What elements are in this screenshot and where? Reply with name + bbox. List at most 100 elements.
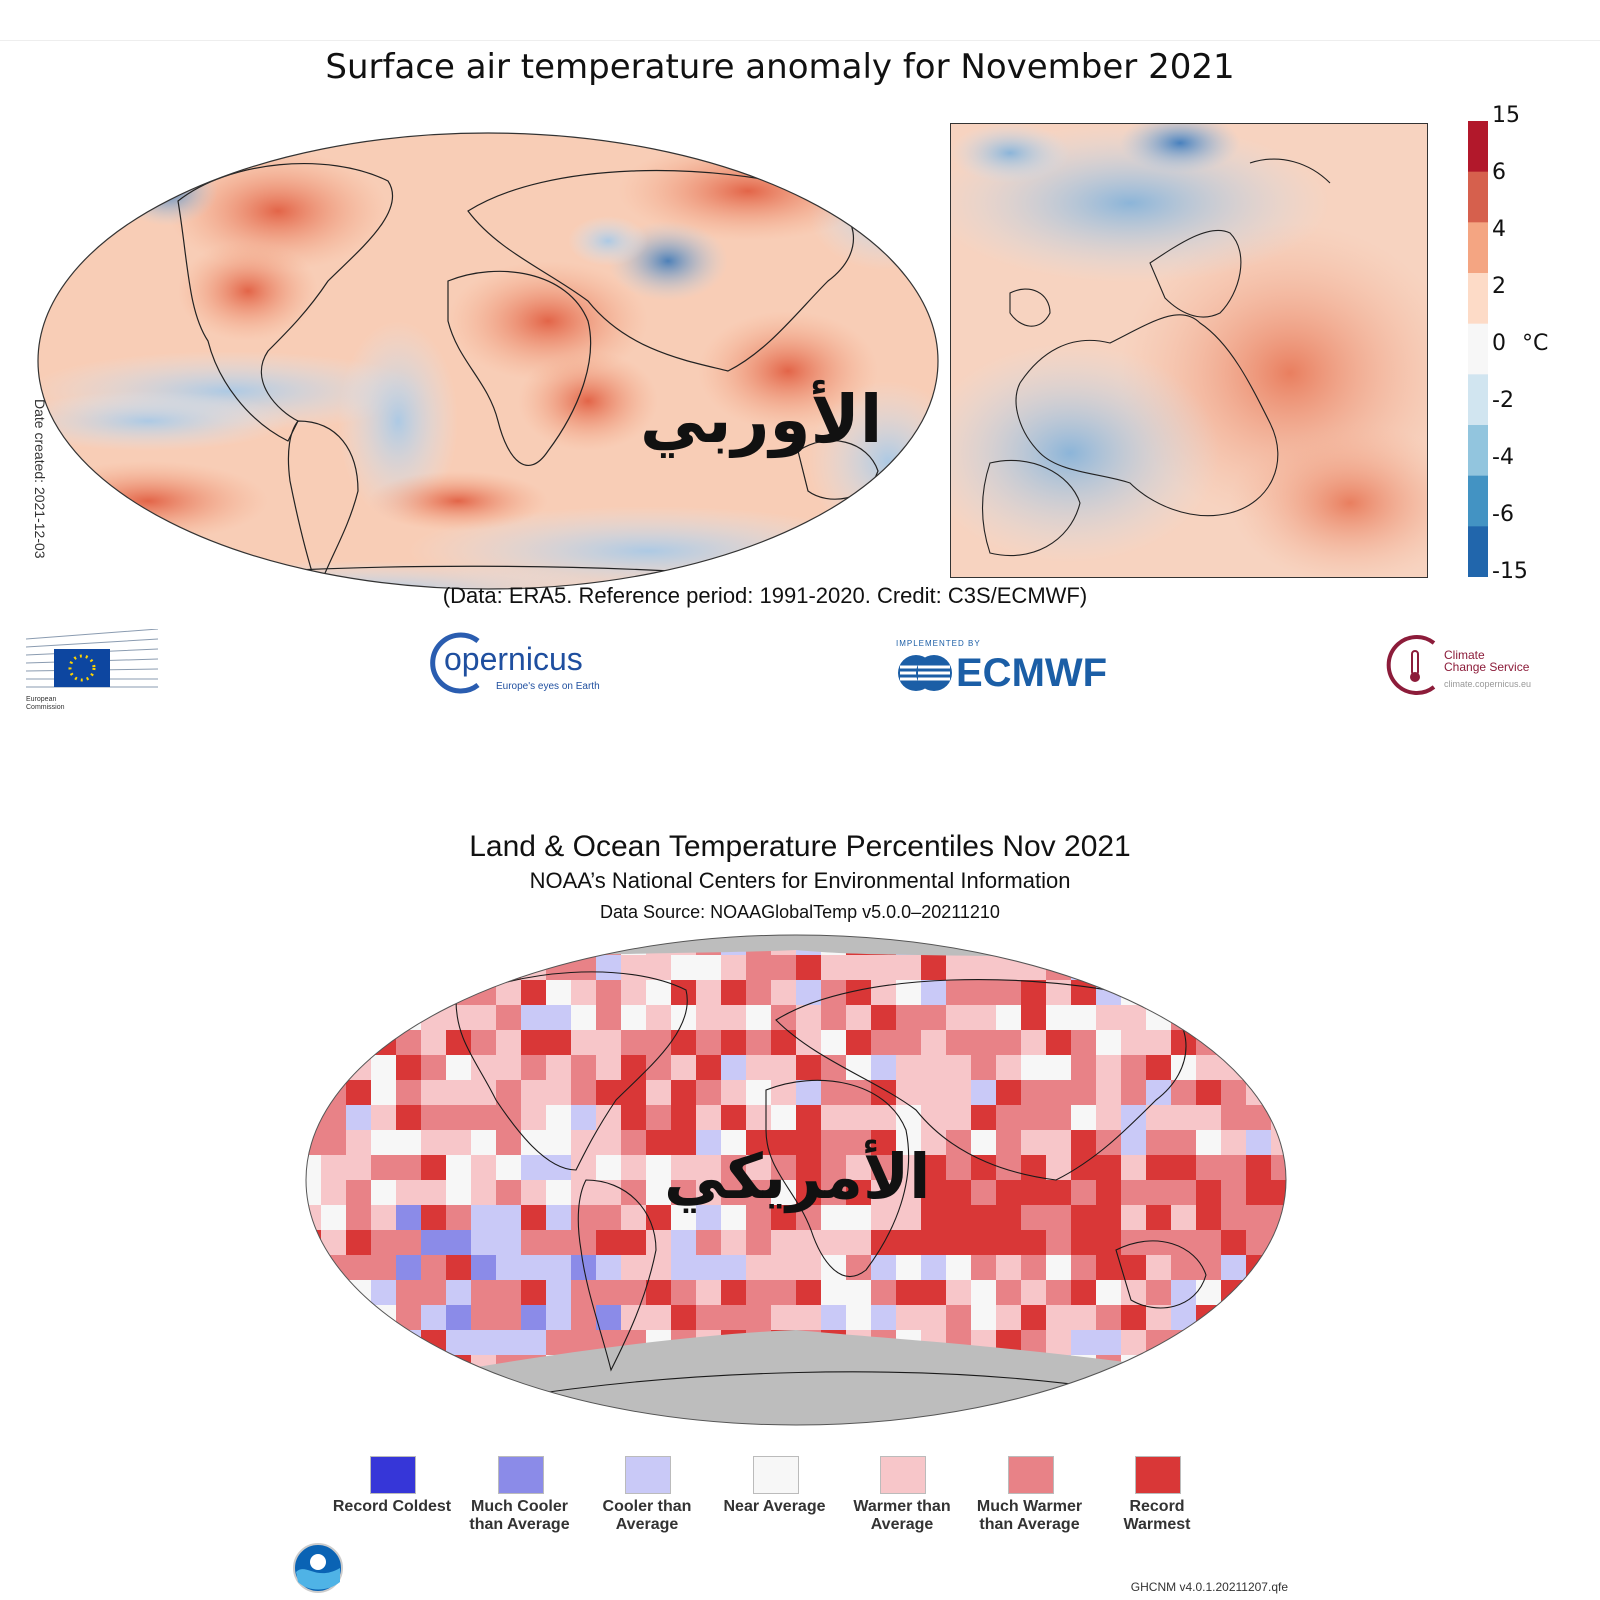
grid-cell [1096,1405,1121,1425]
grid-cell [396,1155,421,1180]
grid-cell [946,1005,971,1030]
grid-cell [1196,1055,1221,1080]
grid-cell [496,935,521,955]
grid-cell [1221,980,1246,1005]
grid-cell [346,1230,371,1255]
grid-cell [346,1255,371,1280]
grid-cell [1171,955,1196,980]
grid-cell [1221,1230,1246,1255]
grid-cell [621,1305,646,1330]
grid-cell [771,980,796,1005]
grid-cell [821,1205,846,1230]
grid-cell [771,1305,796,1330]
grid-cell [971,1230,996,1255]
grid-cell [371,1105,396,1130]
grid-cell [1046,1405,1071,1425]
grid-cell [896,1180,921,1205]
grid-cell [446,1080,471,1105]
grid-cell [871,1180,896,1205]
grid-cell [1071,1230,1096,1255]
grid-cell [1171,1355,1196,1380]
grid-cell [496,980,521,1005]
grid-cell [306,955,321,980]
grid-cell [646,1180,671,1205]
grid-cell [721,1255,746,1280]
grid-cell [846,1280,871,1305]
grid-cell [1121,1405,1146,1425]
grid-cell [1021,1055,1046,1080]
grid-cell [346,1180,371,1205]
grid-cell [1021,1305,1046,1330]
grid-cell [1196,1030,1221,1055]
grid-cell [446,980,471,1005]
grid-cell [1046,1130,1071,1155]
grid-cell [496,1180,521,1205]
grid-cell [371,1130,396,1155]
grid-cell [1071,1155,1096,1180]
grid-cell [306,1205,321,1230]
grid-cell [496,1255,521,1280]
grid-cell [1221,1105,1246,1130]
grid-cell [1246,1130,1271,1155]
grid-cell [1046,1005,1071,1030]
grid-cell [596,1130,621,1155]
grid-cell [1021,1255,1046,1280]
grid-cell [471,1305,496,1330]
grid-cell [1121,1255,1146,1280]
grid-cell [671,1180,696,1205]
grid-cell [871,1055,896,1080]
grid-cell [1246,1405,1271,1425]
grid-cell [321,1355,346,1380]
grid-cell [671,1055,696,1080]
grid-cell [1171,1130,1196,1155]
grid-cell [1246,1380,1271,1405]
grid-cell [1196,1280,1221,1305]
grid-cell [696,1080,721,1105]
grid-cell [1171,1055,1196,1080]
grid-cell [321,1055,346,1080]
grid-cell [596,1180,621,1205]
grid-cell [1146,1155,1171,1180]
grid-cell [521,1405,546,1425]
grid-cell [421,1080,446,1105]
grid-cell [846,1005,871,1030]
grid-cell [346,1055,371,1080]
grid-cell [971,1405,996,1425]
grid-cell [996,1230,1021,1255]
grid-cell [946,1080,971,1105]
grid-cell [1171,1005,1196,1030]
grid-cell [796,1230,821,1255]
noaa-panel: Land & Ocean Temperature Percentiles Nov… [282,800,1318,1600]
colorbar-tick: 2 [1492,274,1506,299]
grid-cell [546,1105,571,1130]
grid-cell [446,1030,471,1055]
grid-cell [1121,1130,1146,1155]
grid-cell [496,1380,521,1405]
grid-cell [996,980,1021,1005]
grid-cell [371,1330,396,1355]
grid-cell [1221,1030,1246,1055]
grid-cell [1271,1055,1286,1080]
grid-cell [1146,1130,1171,1155]
noaa-footer: GHCNM v4.0.1.20211207.qfe [1130,1580,1288,1594]
grid-cell [346,1080,371,1105]
grid-cell [1071,1280,1096,1305]
grid-cell [396,1130,421,1155]
colorbar-tick: -2 [1492,388,1514,413]
legend-label: Record Coldest [332,1498,452,1515]
grid-cell [996,1205,1021,1230]
grid-cell [346,1380,371,1405]
grid-cell [546,1155,571,1180]
noaa-title: Land & Ocean Temperature Percentiles Nov… [469,830,1131,863]
grid-cell [921,1030,946,1055]
grid-cell [1171,980,1196,1005]
grid-cell [696,1055,721,1080]
grid-cell [596,1205,621,1230]
eu-label-2: Commission [26,704,65,711]
grid-cell [1071,1180,1096,1205]
grid-cell [321,1130,346,1155]
data-credit: (Data: ERA5. Reference period: 1991-2020… [442,583,1088,608]
legend-swatch [497,1456,544,1494]
grid-cell [796,1205,821,1230]
grid-cell [1171,1030,1196,1055]
